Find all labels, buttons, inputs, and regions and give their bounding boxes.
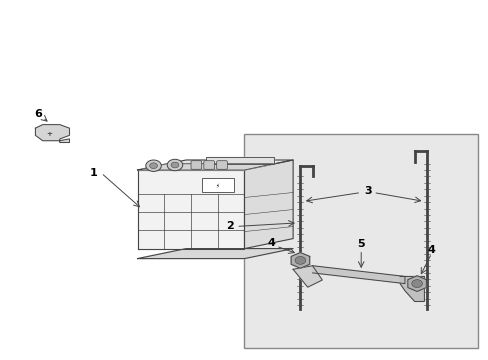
FancyBboxPatch shape (203, 161, 214, 169)
Circle shape (149, 163, 157, 168)
Bar (244, 134, 477, 348)
Text: 4: 4 (427, 245, 435, 255)
Polygon shape (407, 276, 426, 292)
Polygon shape (35, 125, 69, 143)
FancyBboxPatch shape (191, 161, 201, 169)
Text: 5: 5 (357, 239, 364, 249)
Text: 3: 3 (364, 186, 371, 196)
Polygon shape (292, 266, 322, 287)
Polygon shape (205, 157, 273, 164)
Text: 6: 6 (34, 109, 41, 119)
Text: ⚡: ⚡ (215, 184, 219, 189)
Polygon shape (290, 252, 309, 268)
Circle shape (167, 159, 183, 171)
Polygon shape (137, 160, 292, 170)
Polygon shape (137, 170, 244, 249)
Text: +: + (46, 131, 52, 137)
Circle shape (411, 280, 422, 288)
Bar (201, 178, 233, 192)
Polygon shape (137, 249, 292, 258)
Circle shape (145, 160, 161, 171)
Circle shape (171, 162, 179, 168)
Text: 4: 4 (267, 238, 275, 248)
FancyBboxPatch shape (216, 161, 227, 169)
Circle shape (294, 256, 305, 264)
Text: 1: 1 (90, 168, 98, 178)
Polygon shape (312, 266, 404, 284)
Polygon shape (399, 276, 424, 301)
Polygon shape (244, 160, 292, 249)
Polygon shape (137, 164, 273, 170)
Text: 2: 2 (225, 221, 233, 231)
